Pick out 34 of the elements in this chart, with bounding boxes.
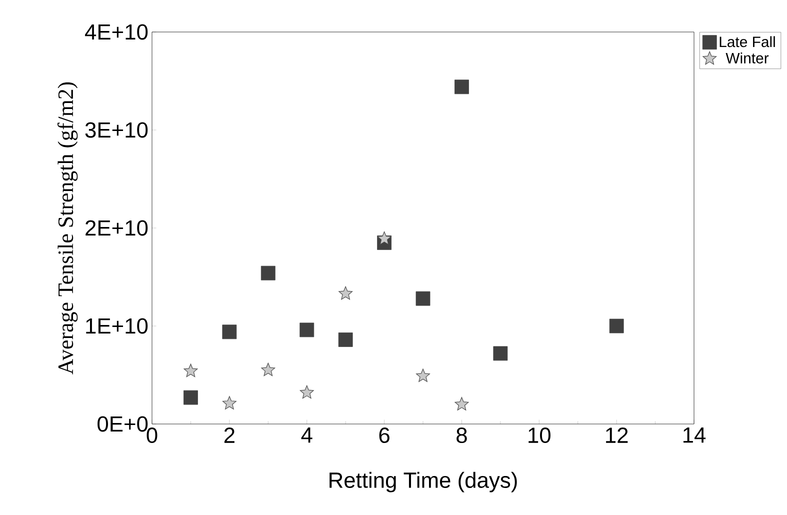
x-tick-label: 4 (301, 428, 312, 443)
point (300, 385, 314, 399)
x-tick-label: 14 (683, 428, 706, 443)
point (261, 362, 276, 376)
y-axis-title: Average Tensile Strength (gf/m2) (57, 82, 78, 374)
legend-label: Late Fall (720, 36, 775, 48)
point (454, 80, 469, 94)
point (184, 390, 198, 405)
y-tick-label: 1E+10 (86, 318, 148, 334)
point (416, 368, 430, 382)
point (377, 231, 392, 245)
point (260, 266, 276, 280)
y-tick-label: 4E+10 (84, 24, 148, 40)
point (493, 346, 508, 361)
y-tick-label: 2E+10 (86, 220, 148, 236)
x-tick-label: 10 (528, 428, 550, 444)
point (338, 332, 353, 347)
x-axis-title: Retting Time (days) (330, 472, 517, 492)
x-tick-label: 2 (224, 428, 234, 443)
point (300, 322, 314, 338)
point (416, 291, 430, 306)
point (338, 286, 353, 300)
point (222, 396, 236, 410)
x-tick-label: 0 (146, 428, 158, 444)
x-tick-label: 12 (606, 428, 628, 443)
y-tick-label: 3E+10 (85, 122, 148, 138)
point (222, 324, 237, 340)
x-tick-label: 6 (379, 428, 390, 444)
y-tick-label: 0E+0 (98, 416, 148, 432)
legend-label: Winter (726, 52, 769, 64)
point (609, 318, 624, 334)
point (454, 397, 469, 410)
point (184, 364, 198, 378)
x-tick-label: 8 (456, 428, 467, 444)
